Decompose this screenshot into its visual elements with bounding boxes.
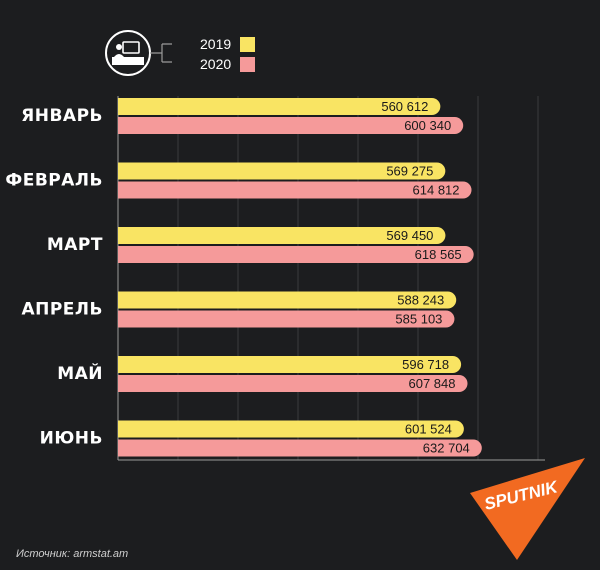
bar-base-2019 — [118, 98, 130, 115]
grid-lines — [177, 96, 539, 460]
bar-base-2020 — [118, 117, 130, 134]
bar-base-2020 — [118, 439, 130, 457]
bar-2020 — [118, 117, 464, 134]
bar-base-2020 — [118, 310, 130, 328]
legend-items: 2019 2020 — [200, 36, 255, 72]
bar-base-2020 — [118, 246, 130, 263]
bar-2019 — [118, 98, 441, 115]
legend-label: 2020 — [200, 56, 231, 72]
bar-base-2019 — [118, 291, 130, 309]
sputnik-logo: SPUTNIK — [470, 458, 585, 560]
bar-2019 — [118, 356, 462, 373]
category-label: ЯНВАРЬ — [21, 106, 103, 126]
data-label: 607 848 — [409, 376, 456, 391]
data-label: 585 103 — [395, 312, 442, 327]
data-label: 569 450 — [386, 228, 433, 243]
category-label: ФЕВРАЛЬ — [5, 171, 103, 191]
legend-connector — [150, 43, 172, 63]
bar-2020 — [118, 439, 482, 457]
source-caption: Источник: armstat.am — [16, 548, 129, 560]
bar-2019 — [118, 291, 457, 309]
bars-group: ЯНВАРЬ 560 612 600 340 ФЕВРАЛЬ 569 275 614 81… — [5, 98, 482, 457]
bar-base-2019 — [118, 162, 130, 180]
legend-label: 2019 — [200, 36, 231, 52]
data-label: 560 612 — [381, 99, 428, 114]
bar-2019 — [118, 227, 446, 244]
data-label: 596 718 — [402, 357, 449, 372]
bar-2019 — [118, 420, 464, 438]
legend-swatch — [240, 57, 255, 72]
bar-2020 — [118, 375, 468, 392]
legend-swatch — [240, 37, 255, 52]
data-label: 600 340 — [404, 118, 451, 133]
legend: 2019 2020 — [105, 30, 255, 76]
bar-2019 — [118, 162, 446, 180]
bar-base-2019 — [118, 227, 130, 244]
bar-2020 — [118, 181, 472, 199]
category-label: МАЙ — [57, 362, 103, 384]
category-label: МАРТ — [47, 235, 103, 255]
bar-2020 — [118, 246, 474, 263]
data-label: 601 524 — [405, 422, 452, 437]
workplace-computer-icon — [105, 30, 151, 76]
data-label: 618 565 — [415, 247, 462, 262]
logo-triangle — [470, 458, 585, 560]
category-label: АПРЕЛЬ — [21, 300, 103, 320]
data-label: 588 243 — [397, 293, 444, 308]
data-label: 632 704 — [423, 441, 470, 456]
data-label: 614 812 — [413, 183, 460, 198]
data-label: 569 275 — [386, 164, 433, 179]
bar-base-2019 — [118, 356, 130, 373]
bar-base-2020 — [118, 181, 130, 199]
bar-base-2019 — [118, 420, 130, 438]
bar-base-2020 — [118, 375, 130, 392]
category-label: ИЮНЬ — [40, 429, 103, 449]
bar-2020 — [118, 310, 455, 328]
